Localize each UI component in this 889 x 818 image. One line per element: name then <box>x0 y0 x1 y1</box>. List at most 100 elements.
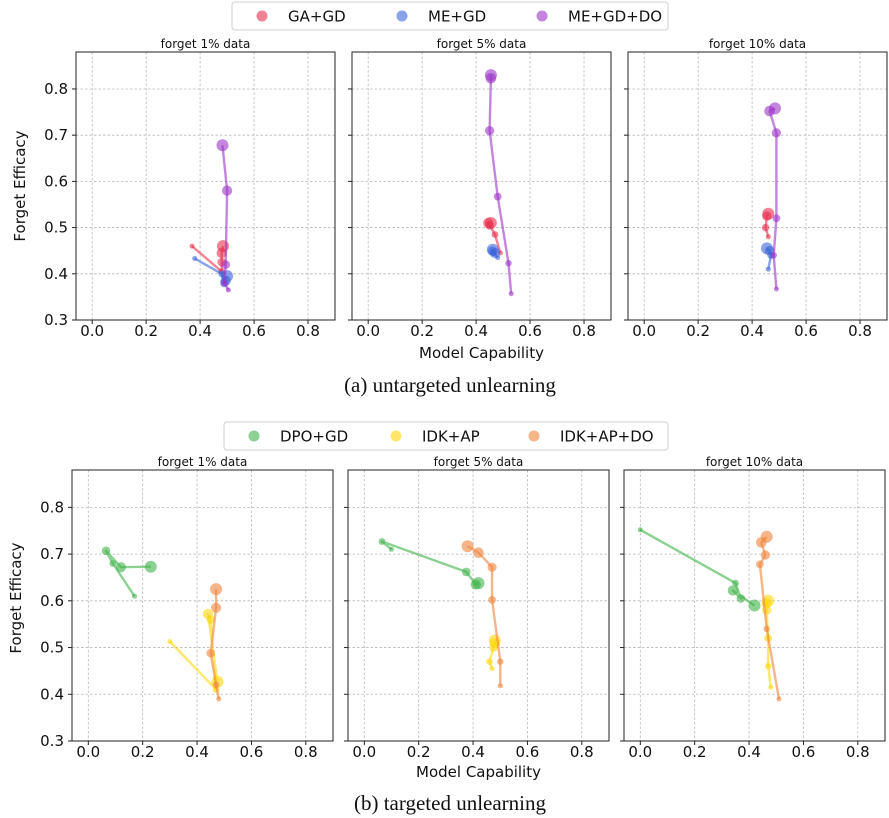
data-point-ga-gd <box>765 234 771 240</box>
panel-title: forget 10% data <box>706 455 803 469</box>
data-point-idk-ap <box>768 684 774 690</box>
data-point-dpo-gd <box>115 562 126 573</box>
data-point-idk-ap-do <box>497 683 503 689</box>
y-tick-label: 0.3 <box>40 732 64 750</box>
data-point-dpo-gd <box>101 546 111 556</box>
data-point-idk-ap-do <box>497 658 504 665</box>
x-tick-label: 0.6 <box>240 743 264 761</box>
x-tick-label: 0.8 <box>846 743 870 761</box>
series-dpo-gd <box>637 527 761 612</box>
series-dpo-gd <box>378 538 485 590</box>
x-tick-label: 0.0 <box>356 322 380 340</box>
legend-frame <box>223 421 669 451</box>
chart-targeted: Forget Efficacy Model Capability 0.0 0.2 0.4… <box>7 455 886 781</box>
x-tick-label: 0.2 <box>686 322 710 340</box>
x-tick-label: 0.2 <box>134 322 158 340</box>
data-point-dpo-gd <box>732 579 739 587</box>
caption-untargeted: (a) untargeted unlearning <box>344 373 556 397</box>
legend-marker-idk-ap <box>390 430 402 442</box>
x-tick-label: 0.6 <box>518 322 542 340</box>
series-line-dpo-gd <box>639 528 756 607</box>
data-point-me-gd-do <box>769 102 781 115</box>
data-point-idk-ap-do <box>473 547 484 558</box>
data-point-me-gd <box>486 243 499 256</box>
series-me-gd-do <box>764 102 782 292</box>
legend-label-idk-ap: IDK+AP <box>422 428 480 446</box>
y-tick-label: 0.7 <box>40 545 64 563</box>
data-point-dpo-gd <box>378 538 386 545</box>
x-tick-label: 0.8 <box>570 743 594 761</box>
data-point-idk-ap-do <box>776 696 782 702</box>
legend-untargeted: GA+GD ME+GD ME+GD+DO <box>231 1 669 31</box>
series-idk-ap-do <box>756 530 782 702</box>
data-point-idk-ap-do <box>760 530 773 543</box>
x-tick-label: 0.6 <box>792 743 816 761</box>
data-point-ga-gd <box>484 217 497 229</box>
data-point-me-gd-do <box>505 260 512 267</box>
legend-label-me-gd-do: ME+GD+DO <box>568 8 662 26</box>
data-point-me-gd <box>192 256 198 261</box>
panel-frame <box>623 469 886 742</box>
x-tick-label: 0.0 <box>80 322 104 340</box>
panel-title: forget 1% data <box>161 37 251 51</box>
data-point-me-gd-do <box>772 214 781 223</box>
legend-frame <box>231 1 669 31</box>
panel-title: forget 5% data <box>434 455 524 469</box>
data-point-me-gd-do <box>221 279 228 287</box>
legend-label-dpo-gd: DPO+GD <box>280 428 348 446</box>
data-point-idk-ap-do <box>760 550 771 560</box>
series-idk-ap-do <box>461 540 504 689</box>
x-tick-label: 0.4 <box>188 322 212 340</box>
data-point-ga-gd <box>189 243 195 249</box>
data-point-idk-ap-do <box>487 562 497 572</box>
chart-untargeted: Forget Efficacy Model Capability 0.0 0.2 0.4… <box>11 37 888 362</box>
y-tick-label: 0.6 <box>44 172 68 190</box>
data-point-idk-ap <box>202 608 213 620</box>
legend-targeted: DPO+GD IDK+AP IDK+AP+DO <box>223 421 669 451</box>
x-axis-label: Model Capability <box>419 344 544 362</box>
x-tick-label: 0.4 <box>461 743 485 761</box>
data-point-ga-gd <box>762 207 775 220</box>
x-tick-label: 0.8 <box>572 322 596 340</box>
data-point-me-gd-do <box>773 286 779 292</box>
panel-frame <box>71 469 334 742</box>
panel-forget5data: 0.0 0.2 0.4 0.6 0.8 forget 5% data <box>348 37 612 340</box>
panel-frame <box>347 469 610 742</box>
data-point-idk-ap-do <box>212 681 220 689</box>
panel-title: forget 5% data <box>437 37 527 51</box>
data-point-idk-ap-do <box>763 625 770 633</box>
data-point-me-gd-do <box>216 139 229 152</box>
panel-frame <box>351 51 612 321</box>
panel-forget1data: 0.0 0.2 0.4 0.6 0.8 0.3 0.4 0.5 0.6 0.7 0.8 forget … <box>44 37 336 340</box>
x-tick-label: 0.0 <box>76 743 100 761</box>
y-tick-label: 0.4 <box>44 265 68 283</box>
y-tick-label: 0.5 <box>40 639 64 657</box>
data-point-me-gd <box>760 242 773 255</box>
panel-forget10data: 0.0 0.2 0.4 0.6 0.8 forget 10% data <box>620 455 886 761</box>
legend-marker-ga-gd <box>256 10 268 22</box>
data-point-me-gd-do <box>222 185 233 196</box>
data-point-idk-ap-do <box>211 602 222 613</box>
panel-frame <box>627 51 888 321</box>
y-axis-label: Forget Efficacy <box>11 130 29 241</box>
data-point-me-gd <box>765 266 771 272</box>
x-tick-label: 0.8 <box>296 322 320 340</box>
x-tick-label: 0.8 <box>848 322 872 340</box>
data-point-me-gd-do <box>770 252 777 259</box>
panel-forget1data: 0.0 0.2 0.4 0.6 0.8 0.3 0.4 0.5 0.6 0.7 0.8 forget … <box>40 455 334 761</box>
legend-marker-me-gd <box>396 10 408 22</box>
x-tick-label: 0.2 <box>410 322 434 340</box>
panel-forget10data: 0.0 0.2 0.4 0.6 0.8 forget 10% data <box>624 37 888 340</box>
x-axis-label: Model Capability <box>416 763 541 781</box>
data-point-dpo-gd <box>132 593 137 599</box>
y-tick-label: 0.6 <box>40 592 64 610</box>
data-point-dpo-gd <box>472 577 485 590</box>
data-point-dpo-gd <box>462 567 471 577</box>
x-tick-label: 0.2 <box>407 743 431 761</box>
x-tick-label: 0.4 <box>464 322 488 340</box>
data-point-idk-ap <box>764 663 772 670</box>
x-tick-label: 0.6 <box>516 743 540 761</box>
data-point-ga-gd <box>491 231 499 238</box>
legend-label-me-gd: ME+GD <box>428 8 486 26</box>
x-tick-label: 0.0 <box>628 743 652 761</box>
